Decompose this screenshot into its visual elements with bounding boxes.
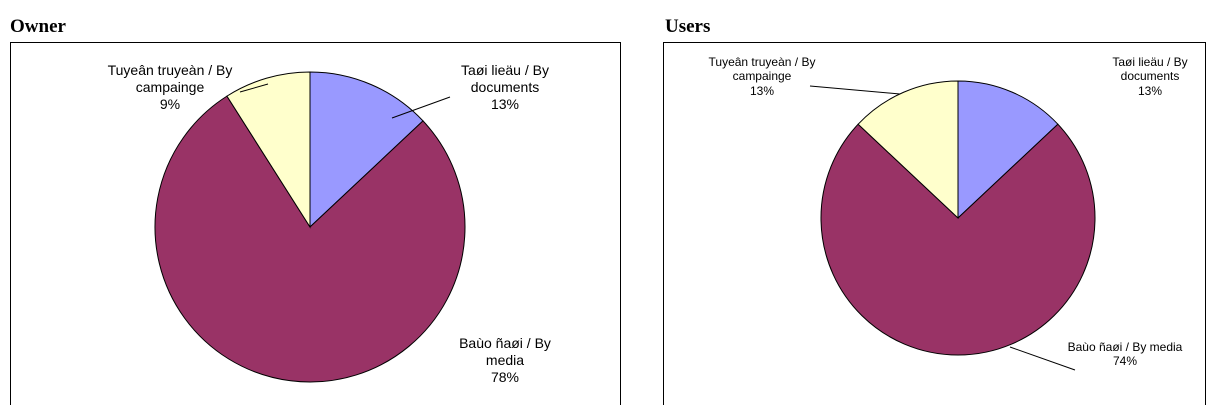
chart-frame: [10, 42, 621, 405]
leader-line: [391, 96, 451, 119]
data-label: Taøi lieäu / By documents 13%: [1093, 55, 1208, 98]
chart-frame: [663, 42, 1206, 405]
label-category: Tuyeân truyeàn / By campainge: [107, 62, 233, 95]
label-value: 78%: [490, 368, 520, 385]
pie-slice: [226, 71, 311, 229]
label-category: Baùo ñaøi / By media: [459, 335, 551, 368]
label-category: Taøi lieäu / By documents: [1112, 55, 1188, 84]
label-value: 74%: [1112, 354, 1138, 369]
chart-title: Users: [665, 16, 711, 37]
chart-title: Owner: [10, 16, 66, 37]
label-value: 13%: [490, 95, 520, 112]
data-label: Tuyeân truyeàn / By campainge 13%: [705, 55, 820, 98]
data-label: Baùo ñaøi / By media 78%: [440, 335, 570, 385]
data-label: Tuyeân truyeàn / By campainge 9%: [105, 62, 235, 112]
leader-line: [1009, 346, 1076, 371]
data-label: Baùo ñaøi / By media 74%: [1068, 340, 1183, 369]
label-value: 13%: [749, 83, 775, 98]
leader-line: [239, 83, 269, 93]
pie-slice: [309, 71, 424, 229]
pie-slice: [154, 95, 466, 383]
pie-slice: [957, 80, 1059, 220]
label-category: Tuyeân truyeàn / By campainge: [708, 55, 816, 84]
data-label: Taøi lieäu / By documents 13%: [440, 62, 570, 112]
leader-line: [809, 85, 901, 95]
pie-slice: [820, 123, 1096, 356]
pie-slice: [857, 80, 959, 220]
label-category: Taøi lieäu / By documents: [461, 62, 549, 95]
label-value: 9%: [159, 95, 181, 112]
label-category: Baùo ñaøi / By media: [1067, 340, 1183, 354]
label-value: 13%: [1137, 83, 1163, 98]
